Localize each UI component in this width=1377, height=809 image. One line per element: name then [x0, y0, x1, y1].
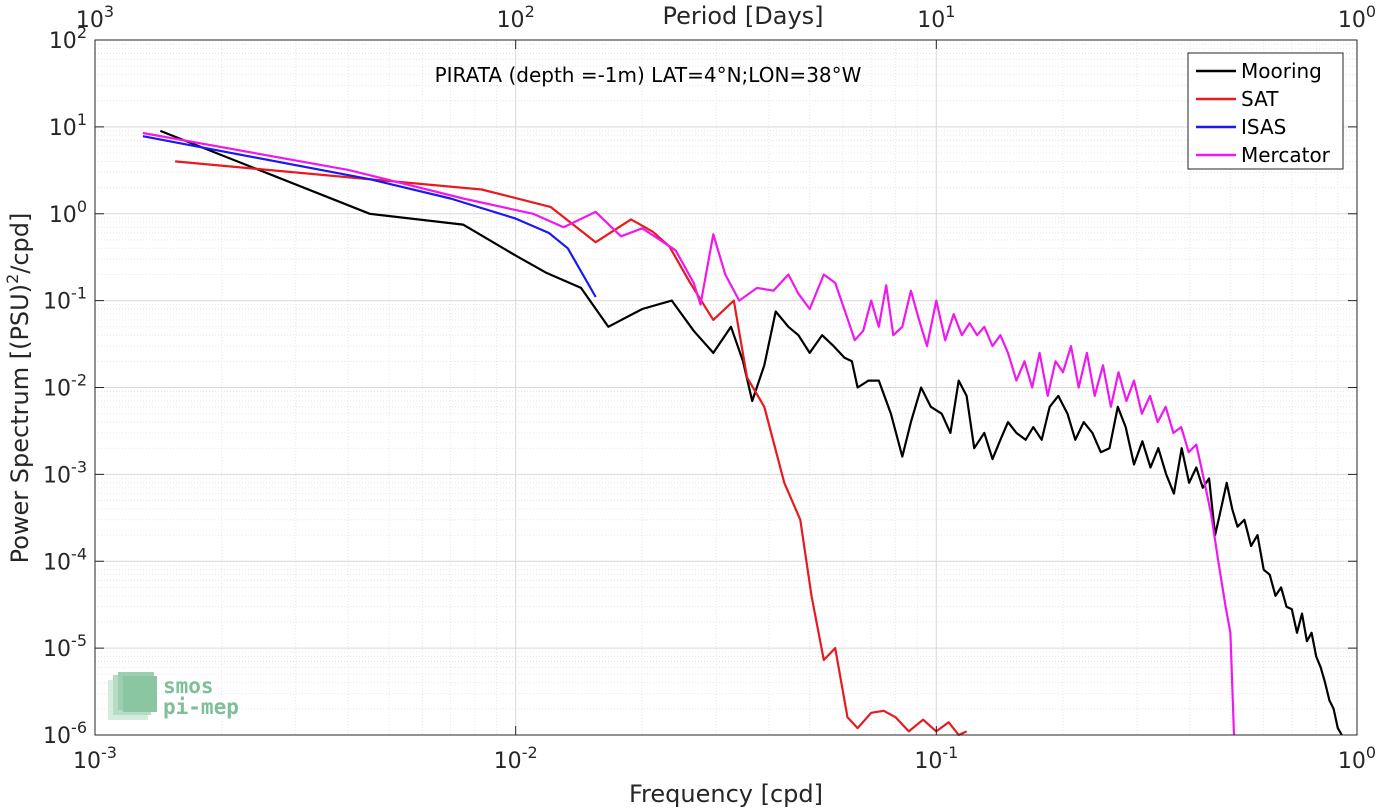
y-tick-label-exponent: -6: [71, 718, 87, 737]
x-tick-label-base: 10: [1338, 749, 1366, 774]
x-tick-label: 10-1: [914, 743, 958, 774]
major-grid: [94, 39, 1358, 736]
legend-items: Mooring SAT ISAS Mercator: [1196, 59, 1331, 167]
y-tick-label-base: 10: [49, 116, 77, 141]
y-tick-label-exponent: -1: [71, 284, 87, 303]
x-axis-label: Frequency [cpd]: [629, 780, 823, 808]
chart-title: PIRATA (depth =-1m) LAT=4°N;LON=38°W: [435, 63, 862, 87]
y-tick-label: 10-4: [43, 544, 87, 575]
y-tick-label-exponent: -3: [71, 457, 87, 476]
top-tick-labels: 103 102 101 100: [76, 2, 1376, 33]
y-tick-label: 10-5: [43, 631, 87, 662]
y-tick-label: 102: [49, 23, 87, 54]
top-tick-label: 101: [917, 2, 955, 33]
y-tick-label-base: 10: [43, 724, 71, 749]
top-axis-label: Period [Days]: [662, 2, 823, 30]
logo-line-2: pi-mep: [163, 695, 239, 719]
y-tick-label-base: 10: [43, 550, 71, 575]
y-tick-label-base: 10: [43, 463, 71, 488]
legend-box: [1187, 52, 1344, 170]
minor-grid: [95, 40, 1357, 735]
y-tick-label-base: 10: [49, 203, 77, 228]
top-tick-label: 103: [76, 2, 114, 33]
y-tick-label: 10-1: [43, 284, 87, 315]
series-line-mercator: [142, 131, 1236, 736]
x-tick-label-exponent: -1: [942, 743, 958, 762]
x-tick-label-exponent: 0: [1366, 743, 1376, 762]
top-tick-label-exponent: 2: [525, 2, 535, 21]
top-tick-label-base: 10: [76, 8, 104, 33]
y-axis-label-main: Power Spectrum [(PSU): [6, 284, 34, 563]
y-tick-label-exponent: -4: [71, 544, 87, 563]
top-tick-label-exponent: 3: [104, 2, 114, 21]
series-line-isas: [142, 135, 597, 298]
top-tick-label-base: 10: [1338, 8, 1366, 33]
y-tick-label: 100: [49, 197, 87, 228]
y-tick-label: 10-3: [43, 457, 87, 488]
y-tick-label: 10-2: [43, 371, 87, 402]
series-line-mooring: [159, 129, 1343, 736]
y-tick-label-base: 10: [43, 290, 71, 315]
y-tick-label-exponent: 2: [77, 23, 87, 42]
top-tick-label-exponent: 0: [1366, 2, 1376, 21]
y-tick-label-exponent: 0: [77, 197, 87, 216]
legend-label-isas: ISAS: [1241, 115, 1286, 139]
x-tick-label-base: 10: [914, 749, 942, 774]
x-tick-label-base: 10: [494, 749, 522, 774]
x-tick-label: 10-2: [494, 743, 538, 774]
logo-line-1: smos: [163, 674, 214, 698]
x-tick-labels: 10-3 10-2 10-1 100: [73, 743, 1376, 774]
top-tick-label: 102: [497, 2, 535, 33]
x-tick-label-exponent: -3: [101, 743, 117, 762]
x-tick-label-exponent: -2: [522, 743, 538, 762]
legend: Mooring SAT ISAS Mercator: [1187, 52, 1344, 170]
y-tick-label: 101: [49, 110, 87, 141]
series-layer: [142, 129, 1343, 737]
y-tick-label-exponent: -5: [71, 631, 87, 650]
x-tick-label: 10-3: [73, 743, 117, 774]
top-tick-label-exponent: 1: [945, 2, 955, 21]
y-tick-label-base: 10: [43, 637, 71, 662]
legend-label-mooring: Mooring: [1241, 59, 1322, 83]
y-tick-label-base: 10: [49, 29, 77, 54]
y-axis-label-tail: /cpd]: [6, 213, 34, 274]
top-tick-label-base: 10: [917, 8, 945, 33]
y-tick-label-exponent: -2: [71, 371, 87, 390]
series-line-sat: [174, 160, 968, 737]
tick-marks: [94, 39, 1358, 736]
y-tick-label-base: 10: [43, 377, 71, 402]
top-tick-label: 100: [1338, 2, 1376, 33]
legend-label-sat: SAT: [1241, 87, 1279, 111]
y-axis-label-sup: 2: [3, 274, 22, 284]
top-tick-label-base: 10: [497, 8, 525, 33]
legend-label-mercator: Mercator: [1241, 143, 1331, 167]
y-axis-label: Power Spectrum [(PSU)2/cpd]: [3, 213, 34, 564]
y-tick-label: 10-6: [43, 718, 87, 749]
x-tick-label-base: 10: [73, 749, 101, 774]
y-tick-label-exponent: 1: [77, 110, 87, 129]
smos-pimep-logo: smos pi-mep: [108, 672, 239, 720]
x-tick-label: 100: [1338, 743, 1376, 774]
